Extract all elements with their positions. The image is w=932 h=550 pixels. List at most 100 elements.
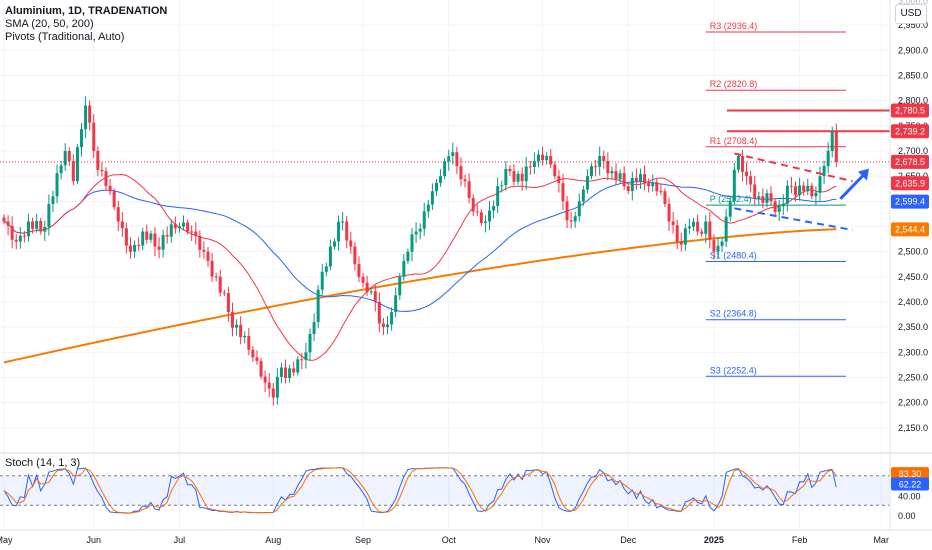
trend-line	[734, 207, 853, 232]
price-tick-label: 2,400.0	[898, 297, 928, 307]
candle-body	[296, 359, 300, 373]
candle-body	[186, 222, 190, 232]
arrow-head	[857, 168, 869, 181]
candle-body	[732, 169, 736, 202]
stoch-d-line	[3, 467, 837, 514]
candle-body	[312, 322, 316, 335]
candle-body	[259, 360, 263, 377]
candle-body	[459, 166, 463, 180]
stoch-legend: Stoch (14, 1, 3)	[5, 457, 81, 469]
candle-body	[182, 222, 186, 227]
candle-body	[549, 156, 553, 165]
price-badge-label: 2,635.9	[895, 178, 925, 188]
candle-body	[455, 152, 459, 167]
candle-body	[255, 357, 259, 361]
candle-body	[643, 174, 647, 183]
candle-body	[47, 204, 51, 228]
candle-body	[353, 246, 357, 265]
price-badge	[891, 176, 929, 191]
candle-body	[590, 166, 594, 177]
candle-body	[496, 186, 500, 207]
candle-body	[177, 226, 181, 229]
candle-body	[679, 241, 683, 245]
candle-body	[418, 228, 422, 232]
time-tick-label: 2025	[704, 535, 724, 545]
price-badge	[891, 103, 929, 118]
candle-body	[585, 176, 589, 190]
candle-body	[704, 221, 708, 234]
candle-body	[602, 156, 606, 162]
candle-body	[145, 231, 149, 240]
candle-body	[10, 225, 14, 240]
candle-body	[398, 276, 402, 296]
candle-body	[814, 192, 818, 197]
trend-lines	[734, 152, 869, 232]
candle-body	[133, 244, 137, 252]
candle-body	[528, 166, 532, 168]
candle-body	[59, 165, 63, 174]
candle-body	[128, 245, 132, 252]
time-tick-label: Oct	[442, 535, 457, 545]
candle-body	[757, 196, 761, 199]
candle-body	[112, 191, 116, 208]
price-badge	[891, 222, 929, 237]
candle-body	[304, 352, 308, 360]
candle-body	[410, 234, 414, 252]
candle-body	[328, 246, 332, 267]
candle-body	[284, 367, 288, 378]
candle-body	[520, 173, 524, 182]
time-tick-label: Sep	[355, 535, 371, 545]
pivot-label: S2 (2364.8)	[710, 309, 757, 319]
stoch-band	[0, 475, 890, 506]
candle-body	[789, 185, 793, 187]
candle-body	[373, 291, 377, 302]
candle-body	[716, 245, 720, 252]
candle-body	[557, 176, 561, 184]
candle-body	[724, 216, 728, 242]
candle-body	[214, 276, 218, 278]
candle-body	[169, 224, 173, 237]
candle-body	[206, 251, 210, 261]
candle-body	[565, 201, 569, 221]
candle-body	[696, 221, 700, 232]
candle-body	[594, 166, 598, 168]
price-badge-label: 2,780.5	[895, 105, 925, 115]
candle-body	[785, 185, 789, 204]
price-tick-label: 2,250.0	[898, 373, 928, 383]
price-tick-label: 2,900.0	[898, 45, 928, 55]
candle-body	[573, 216, 577, 222]
pivot-label: R3 (2936.4)	[710, 21, 758, 31]
candle-body	[381, 323, 385, 328]
candle-body	[243, 335, 247, 338]
candle-body	[834, 131, 838, 162]
candle-body	[524, 166, 528, 182]
time-tick-label: Dec	[620, 535, 637, 545]
candle-body	[532, 161, 536, 167]
time-tick-label: Feb	[792, 535, 808, 545]
candle-body	[769, 193, 773, 202]
time-axis[interactable]: May Jun Jul Aug Sep Oct Nov Dec 2025 Feb Mar	[0, 529, 932, 545]
candle-body	[663, 191, 667, 204]
price-tick-label: 3,000.0	[898, 0, 928, 6]
candle-body	[337, 221, 341, 242]
candle-body	[345, 221, 349, 241]
sma-legend: SMA (20, 50, 200)	[5, 18, 94, 30]
time-tick-label: Nov	[535, 535, 552, 545]
price-axis[interactable]: 3,000.0 2,150.0 2,200.0 2,250.0 2,300.0 2,350…	[889, 0, 928, 530]
candle-body	[736, 156, 740, 170]
candle-body	[300, 359, 304, 361]
trend-line	[734, 152, 853, 183]
candle-body	[308, 334, 312, 353]
candle-body	[235, 324, 239, 328]
price-tick-label: 2,150.0	[898, 423, 928, 433]
candle-body	[536, 154, 540, 162]
currency-button[interactable]: USD	[895, 4, 927, 24]
candle-body	[700, 231, 704, 234]
candle-body	[443, 161, 447, 177]
candle-body	[332, 241, 336, 247]
candle-body	[63, 151, 67, 166]
candle-body	[6, 221, 10, 226]
candle-body	[198, 235, 202, 250]
time-tick-label: May	[0, 535, 13, 545]
